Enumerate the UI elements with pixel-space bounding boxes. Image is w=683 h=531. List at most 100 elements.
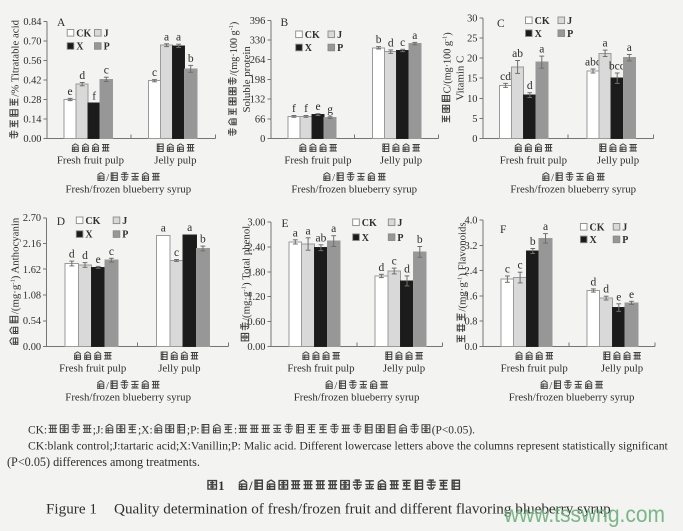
svg-text:1: 1	[218, 479, 224, 493]
svg-text:Jelly pulp: Jelly pulp	[154, 154, 196, 166]
svg-text:CK: CK	[85, 216, 100, 227]
svg-text:d: d	[82, 250, 88, 262]
svg-text:f: f	[92, 91, 96, 103]
svg-text:25: 25	[467, 34, 477, 45]
svg-text:/(mg·100 g: /(mg·100 g	[229, 30, 240, 76]
svg-text:c: c	[174, 247, 179, 259]
svg-text:264: 264	[250, 55, 266, 66]
svg-text:0.84: 0.84	[23, 17, 42, 28]
svg-text:a: a	[331, 223, 336, 235]
svg-text:0.8: 0.8	[465, 317, 478, 328]
svg-text:Fresh fruit pulp: Fresh fruit pulp	[501, 362, 568, 374]
svg-text:): )	[229, 22, 240, 25]
svg-text:15: 15	[467, 74, 477, 85]
svg-text:X: X	[362, 233, 370, 244]
svg-text:0.70: 0.70	[23, 37, 41, 48]
svg-text:0.42: 0.42	[23, 76, 41, 87]
svg-text:0: 0	[260, 134, 265, 145]
svg-text:A: A	[57, 17, 66, 29]
svg-text:Fresh/frozen blueberry syrup: Fresh/frozen blueberry syrup	[66, 183, 192, 195]
svg-text:Jelly pulp: Jelly pulp	[597, 154, 639, 166]
svg-text:Figure 1: Figure 1	[46, 501, 97, 518]
svg-text:0.56: 0.56	[23, 56, 41, 67]
svg-text:d: d	[591, 276, 597, 288]
svg-text:/: /	[334, 381, 337, 392]
svg-text:CK: CK	[590, 222, 605, 233]
svg-text:-1: -1	[9, 279, 16, 285]
svg-text:d: d	[69, 249, 75, 261]
svg-text:J: J	[622, 222, 627, 233]
svg-text:B: B	[281, 17, 289, 29]
svg-text:-1: -1	[456, 277, 463, 283]
svg-text:cd: cd	[500, 71, 511, 83]
svg-text:(P<0.05) differences among tre: (P<0.05) differences among treatments.	[7, 455, 200, 469]
svg-text:d: d	[603, 284, 609, 296]
svg-text:X: X	[76, 42, 84, 53]
svg-text:J: J	[397, 218, 402, 229]
svg-text:4.0: 4.0	[465, 216, 478, 227]
svg-text:/: /	[248, 479, 253, 493]
svg-text:d: d	[388, 37, 394, 49]
svg-text:b: b	[530, 236, 536, 248]
svg-text:e: e	[616, 291, 621, 303]
svg-text:Jelly pulp: Jelly pulp	[158, 362, 200, 374]
svg-text:c: c	[392, 256, 397, 268]
svg-text:Fresh fruit pulp: Fresh fruit pulp	[287, 362, 354, 374]
svg-text:Jelly pulp: Jelly pulp	[380, 154, 422, 166]
svg-text:P: P	[622, 235, 628, 246]
svg-text:Fresh fruit pulp: Fresh fruit pulp	[57, 154, 124, 166]
svg-text:F: F	[500, 224, 506, 236]
svg-text:-1: -1	[228, 25, 235, 30]
svg-text:CK:: CK:	[28, 425, 47, 437]
svg-text:;J:: ;J:	[93, 425, 104, 437]
svg-text:X: X	[590, 235, 598, 246]
svg-text:CK: CK	[76, 28, 91, 39]
svg-text:CK: CK	[305, 30, 320, 41]
svg-text:X: X	[535, 29, 543, 40]
svg-text:a: a	[412, 30, 417, 42]
svg-text:e: e	[315, 101, 320, 113]
svg-text:d: d	[527, 80, 533, 92]
svg-text:a: a	[293, 227, 298, 239]
svg-text:/: /	[106, 173, 109, 184]
svg-text:CK: CK	[535, 16, 550, 27]
svg-text:Fresh/frozen blueberry syrup: Fresh/frozen blueberry syrup	[294, 391, 420, 403]
svg-text:0.00: 0.00	[23, 342, 41, 353]
svg-text:2.16: 2.16	[23, 239, 41, 250]
svg-text:) Anthocyanin: ) Anthocyanin	[10, 217, 22, 279]
svg-text:ab: ab	[315, 232, 326, 244]
svg-text:2.4: 2.4	[465, 266, 479, 277]
svg-text:0.00: 0.00	[23, 134, 41, 145]
svg-text:D: D	[57, 216, 65, 228]
svg-text:E: E	[282, 218, 289, 230]
svg-text:/(mg·g: /(mg·g	[10, 284, 22, 314]
svg-text:J: J	[104, 28, 109, 39]
svg-text:f: f	[304, 103, 308, 115]
svg-text:a: a	[187, 222, 192, 234]
svg-text:ab: ab	[512, 48, 523, 60]
svg-text:a: a	[306, 225, 311, 237]
svg-text:1.80: 1.80	[247, 267, 265, 278]
svg-text:/: /	[549, 381, 552, 392]
svg-text:Fresh/frozen blueberry syrup: Fresh/frozen blueberry syrup	[509, 391, 635, 403]
svg-text:c: c	[505, 264, 510, 276]
svg-text:Jelly pulp: Jelly pulp	[601, 362, 643, 374]
svg-text:Fresh/frozen blueberry syrup: Fresh/frozen blueberry syrup	[510, 183, 636, 195]
svg-text:a: a	[539, 44, 544, 56]
svg-text:Fresh fruit pulp: Fresh fruit pulp	[59, 362, 126, 374]
svg-text:Quality determination of fresh: Quality determination of fresh/frozen fr…	[114, 501, 611, 518]
svg-text:198: 198	[250, 75, 266, 86]
svg-text:0.0: 0.0	[465, 342, 478, 353]
svg-text:0.14: 0.14	[23, 115, 42, 126]
svg-text:b: b	[417, 234, 423, 246]
svg-text:0.00: 0.00	[247, 342, 265, 353]
svg-text:e: e	[629, 289, 634, 301]
svg-text:5: 5	[472, 114, 477, 125]
svg-text:0.60: 0.60	[247, 317, 265, 328]
svg-text:) Total phenol: ) Total phenol	[241, 226, 253, 286]
svg-text:b: b	[200, 234, 206, 246]
svg-text:) Flavonoids: ) Flavonoids	[457, 222, 469, 276]
svg-text:f: f	[292, 103, 296, 115]
svg-text:a: a	[603, 38, 608, 50]
svg-text:Fresh/frozen blueberry syrup: Fresh/frozen blueberry syrup	[291, 183, 417, 195]
